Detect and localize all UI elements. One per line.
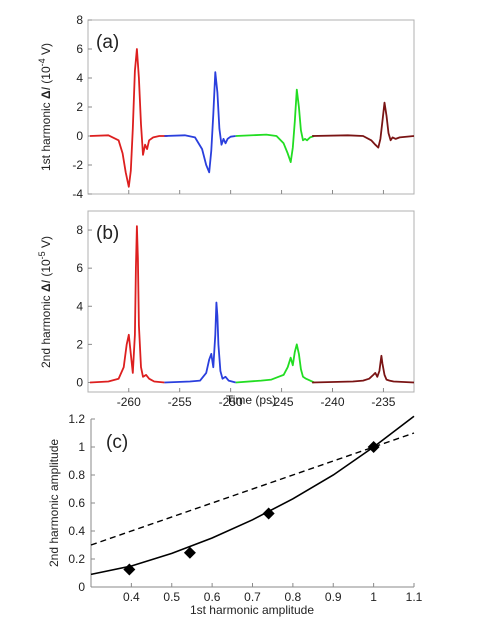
series-line-3	[235, 88, 315, 164]
x-tick-label: 0.7	[244, 590, 261, 604]
x-tick-label: -260	[117, 395, 141, 409]
y-tick-label: 0	[76, 129, 83, 143]
y-tick-label: 2	[76, 337, 83, 351]
series-line-4	[312, 354, 415, 384]
panel-b-x-axis-title: Time (ps)	[226, 393, 276, 407]
y-tick-label: 0.6	[68, 496, 85, 510]
x-tick-label: 0.9	[325, 590, 342, 604]
y-tick-label: 0.2	[68, 552, 85, 566]
panel-a: -4 -2 0 2 4 6 8 (a) 1st harmonic ΔI (10-4 V)	[37, 13, 415, 201]
panel-c-x-axis-title: 1st harmonic amplitude	[190, 603, 314, 617]
data-point-diamond	[262, 507, 275, 520]
fit-line-solid	[90, 415, 415, 576]
x-tick-label: -255	[168, 395, 192, 409]
x-tick-label: -235	[371, 395, 395, 409]
panel-b-frame	[87, 210, 415, 393]
panel-b-y-ticks: 0 2 4 6 8	[76, 223, 92, 389]
y-tick-label: 1	[78, 440, 85, 454]
panel-b-y-axis-title: 2nd harmonic ΔI (10-5 V)	[37, 236, 53, 368]
panel-b-letter: (b)	[96, 223, 119, 244]
data-point-diamond	[123, 563, 136, 576]
panel-a-frame	[87, 19, 415, 195]
y-tick-label: 8	[76, 13, 83, 27]
panel-a-y-ticks: -4 -2 0 2 4 6 8	[72, 13, 92, 201]
y-tick-label: 0	[78, 580, 85, 594]
panel-c-x-ticks: 0.4 0.5 0.6 0.7 0.8 0.9 1 1.1	[123, 583, 423, 604]
series-line-4	[312, 101, 415, 149]
fit-line-dashed	[90, 432, 415, 546]
x-tick-label: 0.8	[285, 590, 302, 604]
data-point-diamond	[183, 546, 196, 559]
y-tick-label: 8	[76, 223, 83, 237]
series-line-2	[164, 301, 236, 384]
y-tick-label: 0.4	[68, 524, 85, 538]
series-line-1	[89, 225, 165, 384]
x-tick-label: 0.6	[204, 590, 221, 604]
y-tick-label: 4	[76, 71, 83, 85]
data-point-diamond	[367, 441, 380, 453]
y-tick-label: -2	[72, 158, 83, 172]
y-tick-label: 6	[76, 261, 83, 275]
panel-a-series	[89, 48, 415, 188]
x-tick-label: 0.4	[123, 590, 140, 604]
panel-c-fit-lines	[90, 415, 415, 576]
panel-c-points	[123, 441, 380, 576]
x-tick-label: 1.1	[406, 590, 423, 604]
panel-c-y-ticks: 0 0.2 0.4 0.6 0.8 1 1.2	[68, 412, 95, 594]
panel-a-x-ticks	[128, 190, 384, 194]
panel-b-series	[89, 225, 415, 384]
y-tick-label: 0.8	[68, 468, 85, 482]
x-tick-label: -250	[219, 395, 243, 409]
panel-b-x-ticks: -260 -255 -250 -245 -240 -235	[117, 388, 396, 409]
panel-c-y-axis-title: 2nd harmonic amplitude	[47, 439, 61, 567]
x-tick-label: -240	[320, 395, 344, 409]
y-tick-label: -4	[72, 187, 83, 201]
panel-c-letter: (c)	[106, 432, 128, 453]
x-tick-label: 0.5	[163, 590, 180, 604]
x-tick-label: -245	[270, 395, 294, 409]
y-tick-label: 1.2	[68, 412, 85, 426]
panel-b: 0 2 4 6 8 -260 -255 -250 -245 -240 -235 (b) 2nd h…	[37, 210, 415, 409]
panel-a-y-axis-title: 1st harmonic ΔI (10-4 V)	[37, 43, 53, 171]
y-tick-label: 0	[76, 375, 83, 389]
series-line-2	[164, 71, 236, 174]
y-tick-label: 6	[76, 42, 83, 56]
y-tick-label: 2	[76, 100, 83, 114]
series-line-3	[235, 343, 315, 384]
panel-c: 0 0.2 0.4 0.6 0.8 1 1.2 0.4 0.5 0.6 0.7 0.8 0.9 1 1.1…	[47, 412, 423, 617]
y-tick-label: 4	[76, 299, 83, 313]
series-line-1	[89, 48, 168, 188]
x-tick-label: 1	[370, 590, 377, 604]
panel-a-letter: (a)	[96, 32, 119, 53]
